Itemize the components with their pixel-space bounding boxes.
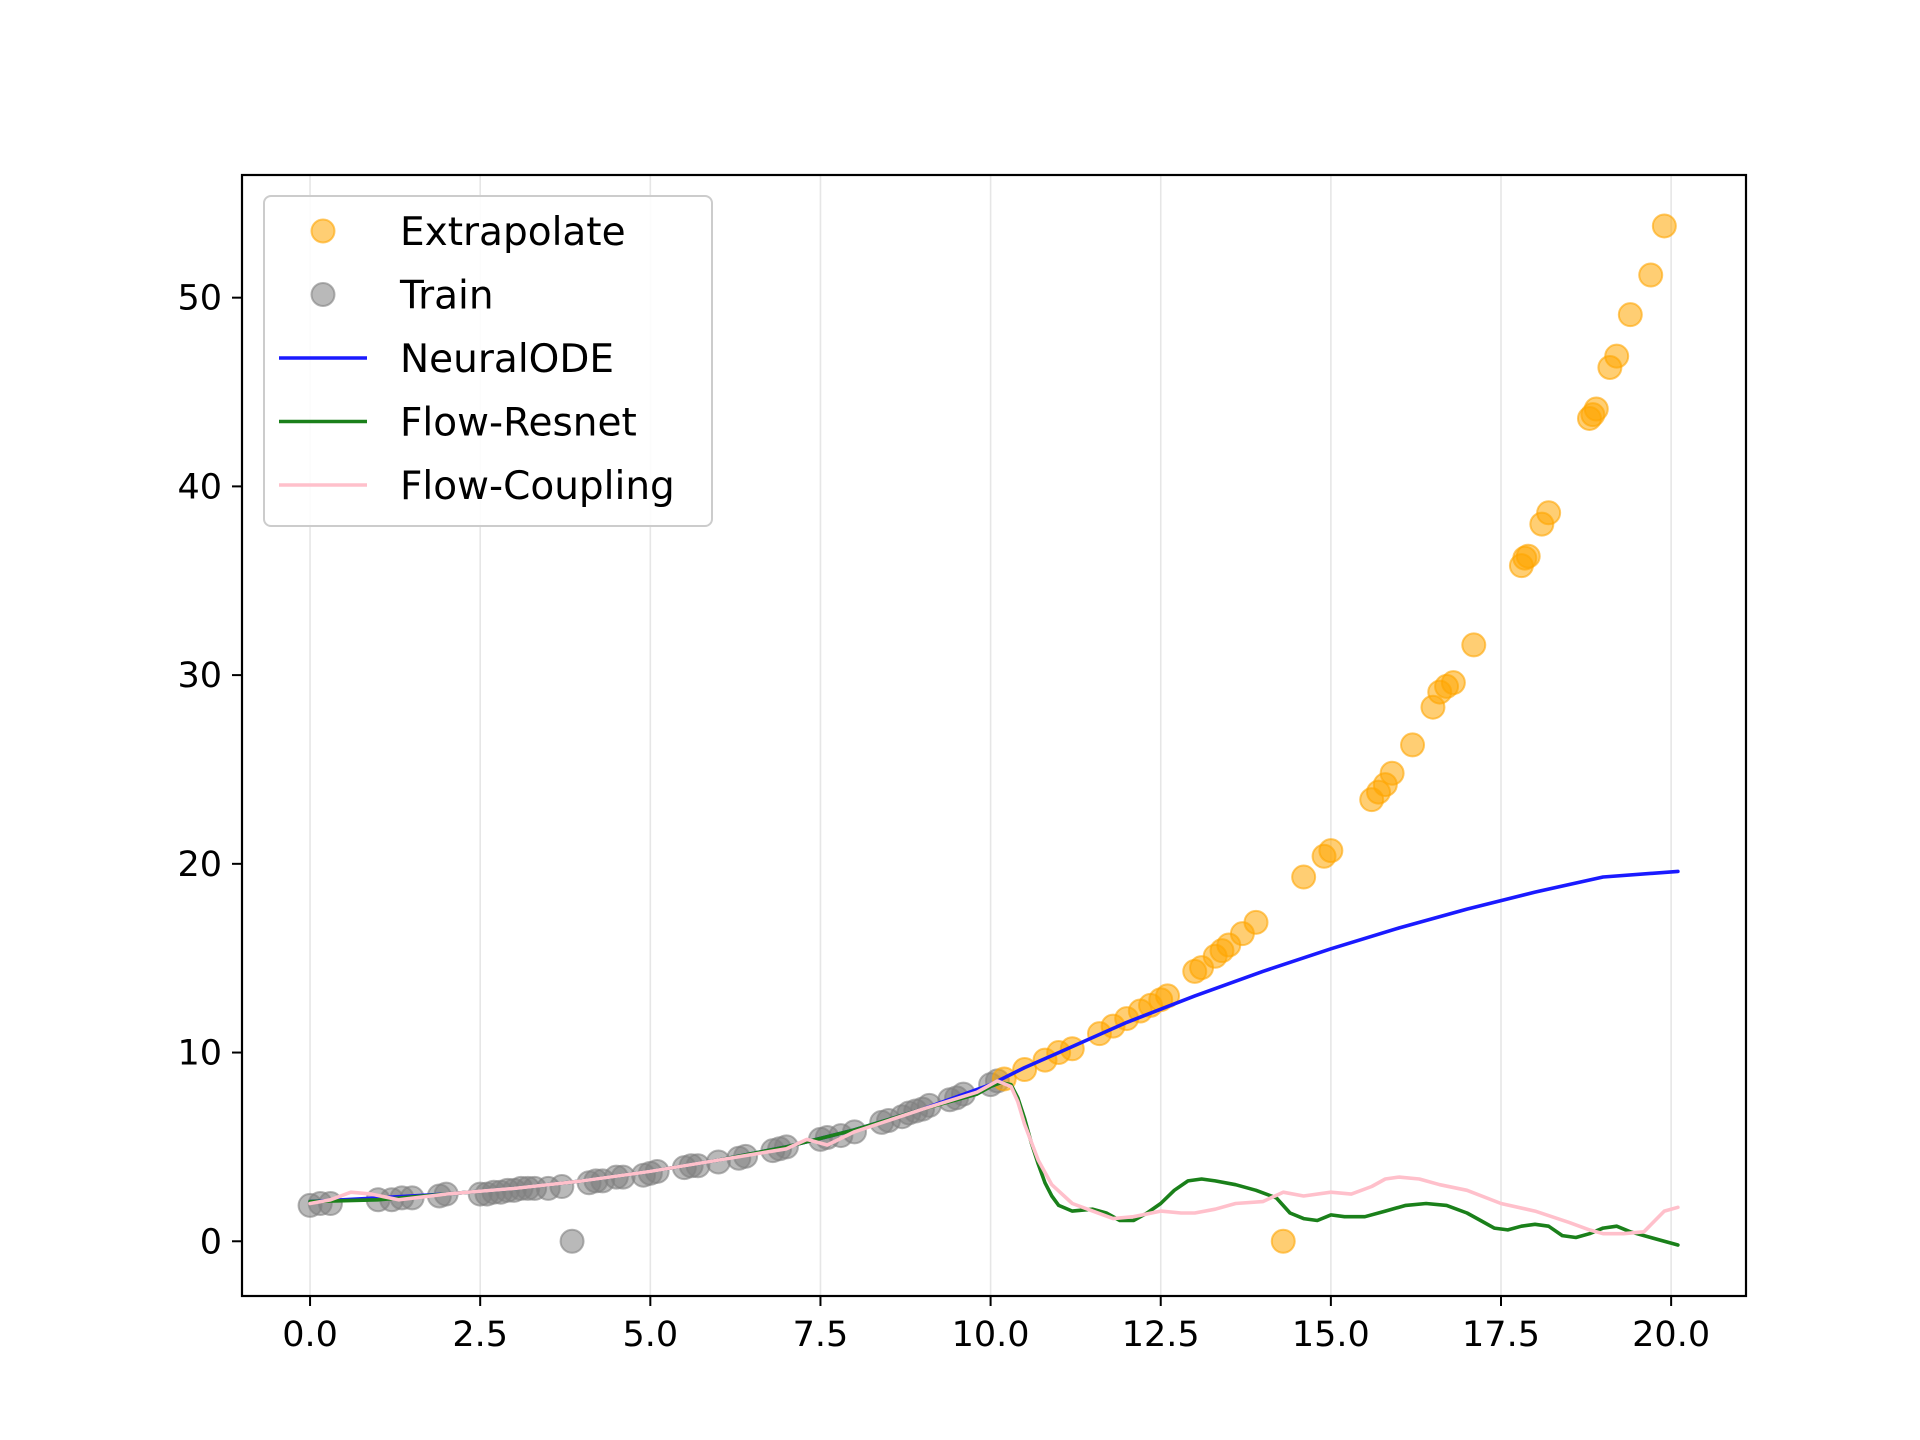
data-point [1515,543,1541,569]
y-axis: 0 10 20 30 40 50 [177,279,242,1262]
x-tick-label: 2.5 [452,1315,508,1355]
x-axis: 0.0 2.5 5.0 7.5 10.0 12.5 15.0 17.5 20.0 [282,1296,1710,1355]
data-point [1536,500,1562,526]
y-tick-label: 0 [200,1222,222,1262]
data-point [1270,1228,1296,1254]
legend-marker-extrapolate [310,218,336,244]
legend-frame [263,195,713,527]
x-tick-label: 5.0 [622,1315,678,1355]
data-point [1638,262,1664,288]
legend-label-neuralode: NeuralODE [400,337,614,382]
grid [309,175,1672,1296]
series-layer [297,213,1680,1254]
data-point [1291,864,1317,890]
plot-frame [240,173,1748,1298]
data-point [1400,732,1426,758]
series-flow-coupling [308,1079,1680,1236]
data-point [1379,760,1405,786]
y-tick-label: 50 [177,279,222,319]
x-tick-label: 17.5 [1462,1315,1540,1355]
y-tick-label: 40 [177,467,222,507]
data-point [1243,909,1269,935]
y-tick-label: 10 [177,1034,222,1074]
x-tick-label: 15.0 [1292,1315,1370,1355]
data-point [1440,670,1466,696]
legend: Extrapolate Train NeuralODE Flow-Resnet Flow… [263,195,713,527]
legend-label-train: Train [399,274,494,319]
legend-label-flow-coupling: Flow-Coupling [400,464,675,509]
x-tick-label: 10.0 [952,1315,1030,1355]
data-point [1604,343,1630,369]
data-point [1651,213,1677,239]
data-point [1318,838,1344,864]
legend-marker-train [310,282,336,307]
y-tick-label: 20 [177,845,222,885]
x-tick-label: 20.0 [1632,1315,1710,1355]
y-tick-label: 30 [177,656,222,696]
data-point [1583,396,1609,422]
legend-label-extrapolate: Extrapolate [400,210,626,255]
data-point [549,1174,575,1200]
data-point [559,1228,585,1254]
data-point [1617,302,1643,328]
data-point [1461,632,1487,658]
series-line [308,1079,1680,1236]
legend-label-flow-resnet: Flow-Resnet [400,401,637,446]
x-tick-label: 12.5 [1122,1315,1200,1355]
x-tick-label: 0.0 [282,1315,338,1355]
x-tick-label: 7.5 [793,1315,849,1355]
